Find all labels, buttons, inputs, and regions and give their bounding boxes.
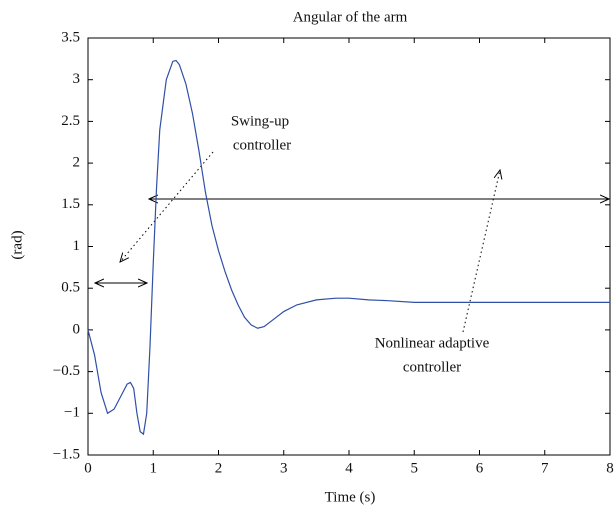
annotation: Nonlinear adaptive: [375, 335, 490, 351]
y-tick-label: 2.5: [61, 113, 80, 129]
x-tick-label: 8: [606, 460, 614, 476]
y-tick-label: 1: [73, 238, 81, 254]
x-tick-label: 2: [215, 460, 223, 476]
annotation: controller: [403, 359, 461, 375]
pointer-arrow: [462, 170, 500, 333]
y-tick-label: 3.5: [61, 29, 80, 45]
y-axis-label: (rad): [9, 230, 25, 259]
x-tick-label: 0: [84, 460, 92, 476]
pointer-arrow: [120, 151, 214, 262]
y-tick-label: −1.5: [53, 446, 80, 462]
y-tick-label: 1.5: [61, 196, 80, 212]
x-axis-label: Time (s): [325, 489, 376, 505]
y-tick-label: 2: [73, 155, 81, 171]
y-tick-label: 3: [73, 71, 81, 87]
x-tick-label: 1: [150, 460, 158, 476]
y-tick-label: −0.5: [53, 363, 80, 379]
x-tick-label: 6: [476, 460, 484, 476]
data-line: [87, 59, 610, 436]
x-tick-label: 5: [411, 460, 419, 476]
plot-frame: [87, 37, 611, 456]
annotation: Swing-up: [231, 113, 289, 129]
y-tick-label: −1: [64, 405, 80, 421]
chart-title: Angular of the arm: [293, 9, 408, 25]
x-tick-label: 4: [345, 460, 353, 476]
y-tick-label: 0: [73, 321, 81, 337]
annotation: controller: [233, 137, 291, 153]
x-tick-label: 7: [541, 460, 549, 476]
x-tick-label: 3: [280, 460, 288, 476]
y-tick-label: 0.5: [61, 280, 80, 296]
